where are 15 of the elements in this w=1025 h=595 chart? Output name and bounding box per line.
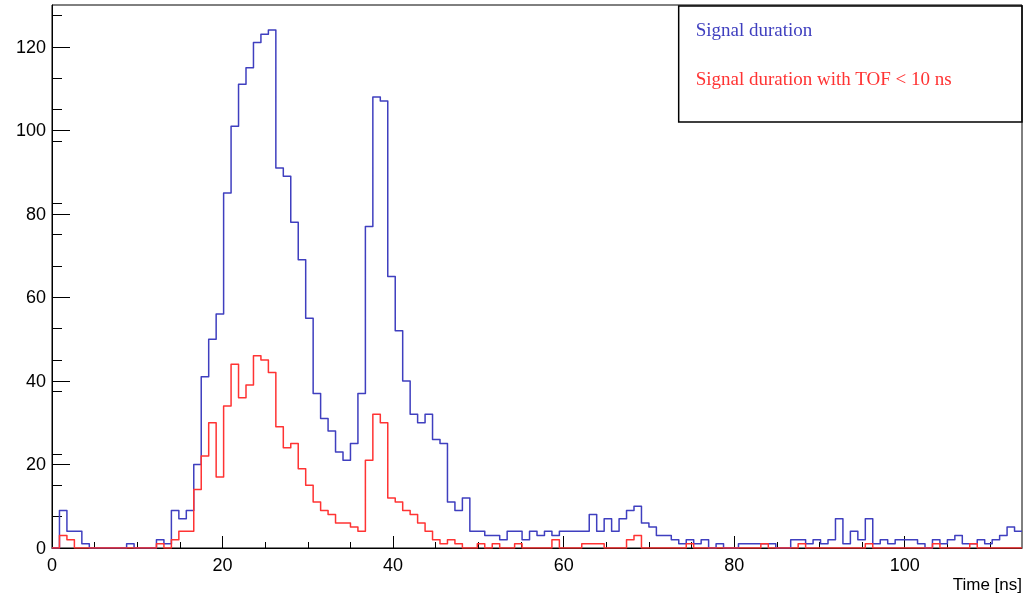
y-tick-label: 80: [25, 203, 46, 224]
y-tick-label: 20: [25, 454, 46, 475]
x-axis-title: Time [ns]: [952, 575, 1022, 594]
y-tick-label: 120: [15, 36, 46, 57]
x-tick-label: 60: [553, 555, 574, 575]
y-tick-label: 40: [25, 370, 46, 391]
x-tick-label: 20: [212, 555, 233, 575]
y-tick-label: 0: [35, 538, 46, 558]
x-tick-label: 80: [724, 555, 745, 575]
text: Signal duration: [695, 19, 813, 40]
text: Signal duration with TOF < 10 ns: [695, 68, 952, 89]
y-tick-label: 100: [15, 120, 46, 141]
x-tick-label: 40: [383, 555, 404, 575]
y-tick-label: 60: [25, 287, 46, 308]
x-tick-label: 100: [889, 555, 920, 575]
